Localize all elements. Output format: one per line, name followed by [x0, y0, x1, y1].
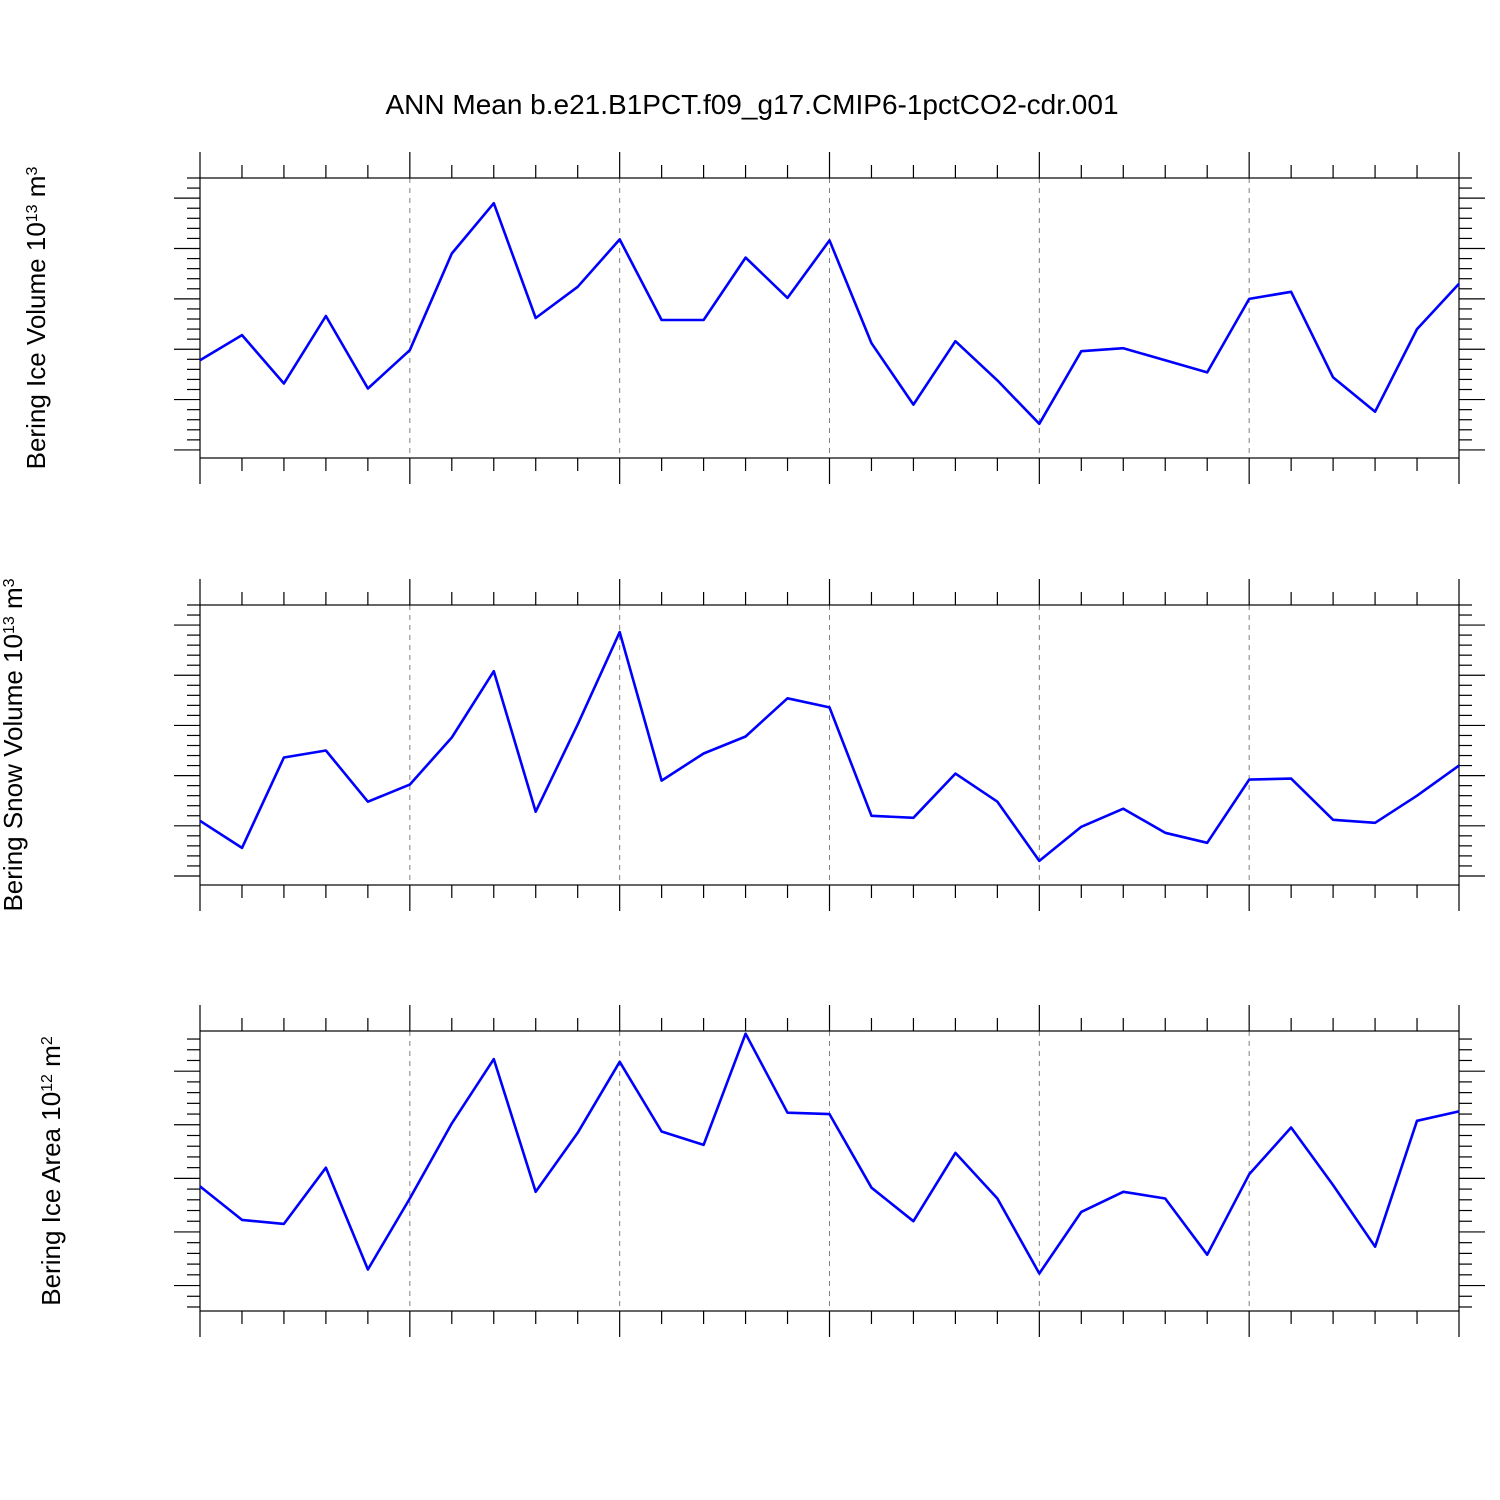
- y-axis-title-superscript: 13: [24, 204, 41, 222]
- y-axis-title-superscript: 3: [24, 167, 41, 176]
- y-axis-title-superscript: 13: [1, 616, 18, 634]
- y-axis-title-part: Bering Snow Volume 10: [0, 634, 28, 912]
- panel-3: Bering Ice Area 1012 m2: [36, 1005, 1485, 1337]
- y-axis-title-part: m: [36, 1045, 66, 1074]
- y-axis-title-part: m: [0, 587, 28, 616]
- y-axis-title: Bering Snow Volume 1013 m3: [0, 578, 28, 911]
- y-axis-title-superscript: 2: [39, 1036, 56, 1045]
- panel-1: Bering Ice Volume 1013 m3: [21, 152, 1485, 484]
- y-axis-title-part: Bering Ice Area 10: [36, 1092, 66, 1306]
- y-axis-title-part: Bering Ice Volume 10: [21, 222, 51, 469]
- y-axis-title-superscript: 3: [1, 578, 18, 587]
- y-axis-title-superscript: 12: [39, 1074, 56, 1092]
- panel-2: Bering Snow Volume 1013 m3: [0, 578, 1485, 912]
- y-axis-title: Bering Ice Area 1012 m2: [36, 1036, 66, 1306]
- y-axis-title-part: m: [21, 176, 51, 205]
- figure-title: ANN Mean b.e21.B1PCT.f09_g17.CMIP6-1pctC…: [385, 89, 1118, 120]
- y-axis-title: Bering Ice Volume 1013 m3: [21, 167, 51, 470]
